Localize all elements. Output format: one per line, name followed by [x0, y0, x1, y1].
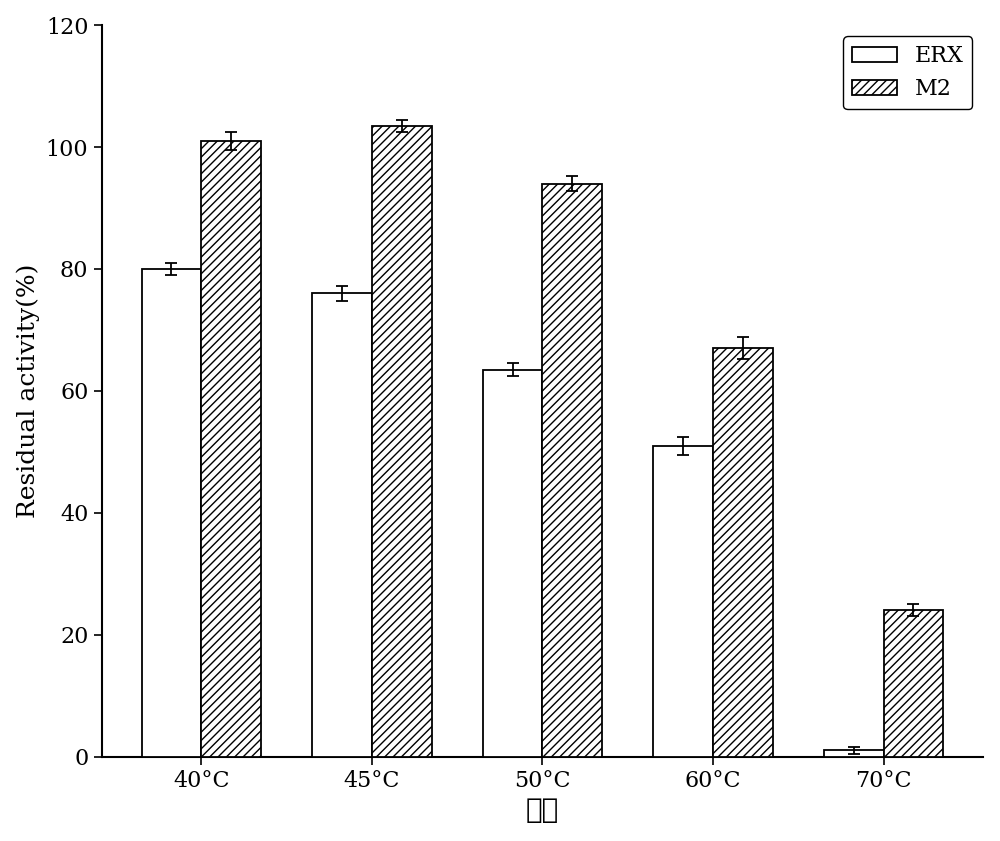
Bar — [312, 294, 372, 757]
Bar — [483, 369, 542, 757]
Bar — [372, 126, 432, 757]
Bar — [542, 183, 602, 757]
Bar — [142, 269, 201, 757]
Bar — [884, 611, 943, 757]
Legend: ERX, M2: ERX, M2 — [843, 36, 972, 109]
X-axis label: 温度: 温度 — [526, 797, 559, 824]
Bar — [824, 750, 884, 757]
Bar — [713, 348, 773, 757]
Bar — [201, 141, 261, 757]
Bar — [653, 446, 713, 757]
Y-axis label: Residual activity(%): Residual activity(%) — [17, 264, 40, 518]
